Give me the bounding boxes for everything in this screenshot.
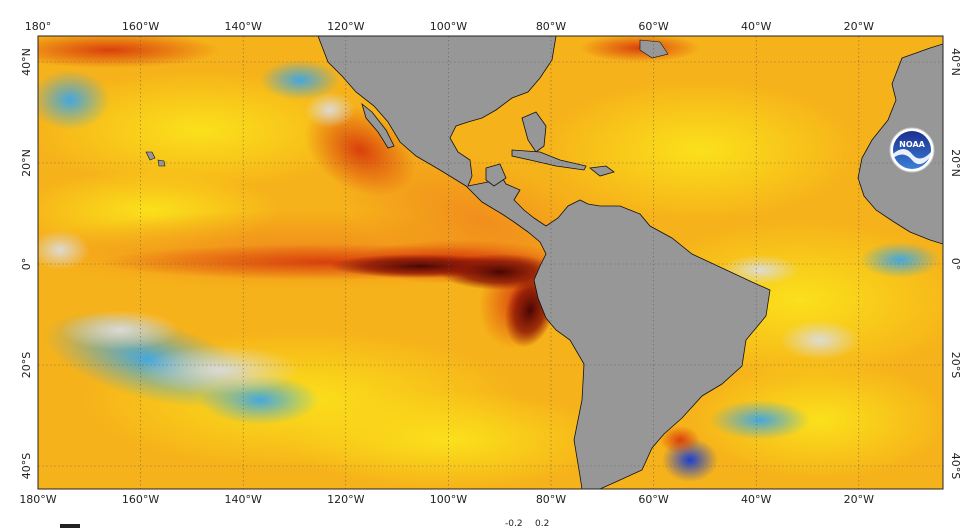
latitude-label: 20°N bbox=[949, 149, 962, 177]
anomaly-patch bbox=[710, 400, 810, 440]
colorbar-label-pos: 0.2 bbox=[535, 519, 549, 528]
longitude-label: 80°W bbox=[536, 20, 566, 33]
noaa-logo: NOAA bbox=[889, 127, 935, 173]
colorbar-swatch bbox=[60, 524, 80, 528]
anomaly-patch bbox=[305, 92, 355, 128]
longitude-label: 40°W bbox=[741, 20, 771, 33]
cuba-island bbox=[511, 149, 587, 171]
latitude-label: 20°S bbox=[949, 352, 962, 378]
left-latitude-labels: 40°N 20°N 0° 20°S 40°S bbox=[20, 48, 33, 479]
longitude-label: 160°W bbox=[122, 20, 159, 33]
colorbar-label-neg: -0.2 bbox=[505, 519, 523, 528]
anomaly-patch bbox=[540, 80, 860, 220]
right-latitude-labels: 40°N 20°N 0° 20°S 40°S bbox=[949, 48, 962, 479]
longitude-label: 20°W bbox=[844, 20, 874, 33]
baja-california bbox=[361, 102, 395, 149]
anomaly-patch bbox=[660, 426, 700, 454]
longitude-label: 140°W bbox=[225, 493, 262, 506]
longitude-label: 140°W bbox=[225, 20, 262, 33]
colorbar: -0.2 0.2 bbox=[60, 519, 549, 528]
anomaly-patch bbox=[38, 70, 110, 130]
longitude-label: 120°W bbox=[327, 20, 364, 33]
longitude-label: 20°W bbox=[844, 493, 874, 506]
anomaly-patch bbox=[690, 360, 943, 480]
noaa-logo-emblem bbox=[893, 131, 931, 169]
florida-peninsula bbox=[521, 111, 547, 153]
map-border bbox=[37, 35, 944, 490]
longitude-label: 60°W bbox=[638, 493, 668, 506]
latitude-label: 20°S bbox=[20, 352, 33, 378]
anomaly-patch bbox=[260, 60, 340, 100]
latitude-label: 0° bbox=[20, 258, 33, 271]
longitude-label: 120°W bbox=[327, 493, 364, 506]
anomaly-patch bbox=[140, 345, 300, 395]
longitude-label: 80°W bbox=[536, 493, 566, 506]
anomaly-patch bbox=[780, 320, 860, 360]
latitude-label: 40°S bbox=[949, 453, 962, 479]
anomaly-patch bbox=[860, 242, 940, 278]
longitude-label: 160°W bbox=[122, 493, 159, 506]
longitude-label: 180° bbox=[25, 20, 52, 33]
newfoundland-island bbox=[639, 39, 669, 59]
latitude-label: 20°N bbox=[20, 149, 33, 177]
hispaniola-island bbox=[589, 165, 615, 177]
latitude-label: 0° bbox=[949, 258, 962, 271]
anomaly-patch bbox=[38, 230, 90, 270]
latitude-label: 40°N bbox=[949, 48, 962, 76]
latitude-label: 40°N bbox=[20, 48, 33, 76]
anomaly-patch bbox=[290, 390, 610, 489]
graticule-grid bbox=[38, 36, 943, 489]
anomaly-patch bbox=[38, 70, 370, 190]
anomaly-patch bbox=[38, 36, 220, 68]
bottom-longitude-labels: 180°W 160°W 140°W 120°W 100°W 80°W 60°W 40°W 20°… bbox=[19, 493, 874, 506]
top-longitude-labels: 180° 160°W 140°W 120°W 100°W 80°W 60°W 40°W 20°W bbox=[25, 20, 874, 33]
longitude-label: 180°W bbox=[19, 493, 56, 506]
hawaii-islands bbox=[145, 151, 166, 167]
longitude-label: 40°W bbox=[741, 493, 771, 506]
noaa-logo-text: NOAA bbox=[899, 140, 925, 149]
latitude-label: 40°S bbox=[20, 453, 33, 479]
longitude-label: 100°W bbox=[430, 493, 467, 506]
longitude-label: 100°W bbox=[430, 20, 467, 33]
yucatan-peninsula bbox=[485, 163, 507, 187]
anomaly-patch bbox=[60, 310, 180, 350]
longitude-label: 60°W bbox=[638, 20, 668, 33]
